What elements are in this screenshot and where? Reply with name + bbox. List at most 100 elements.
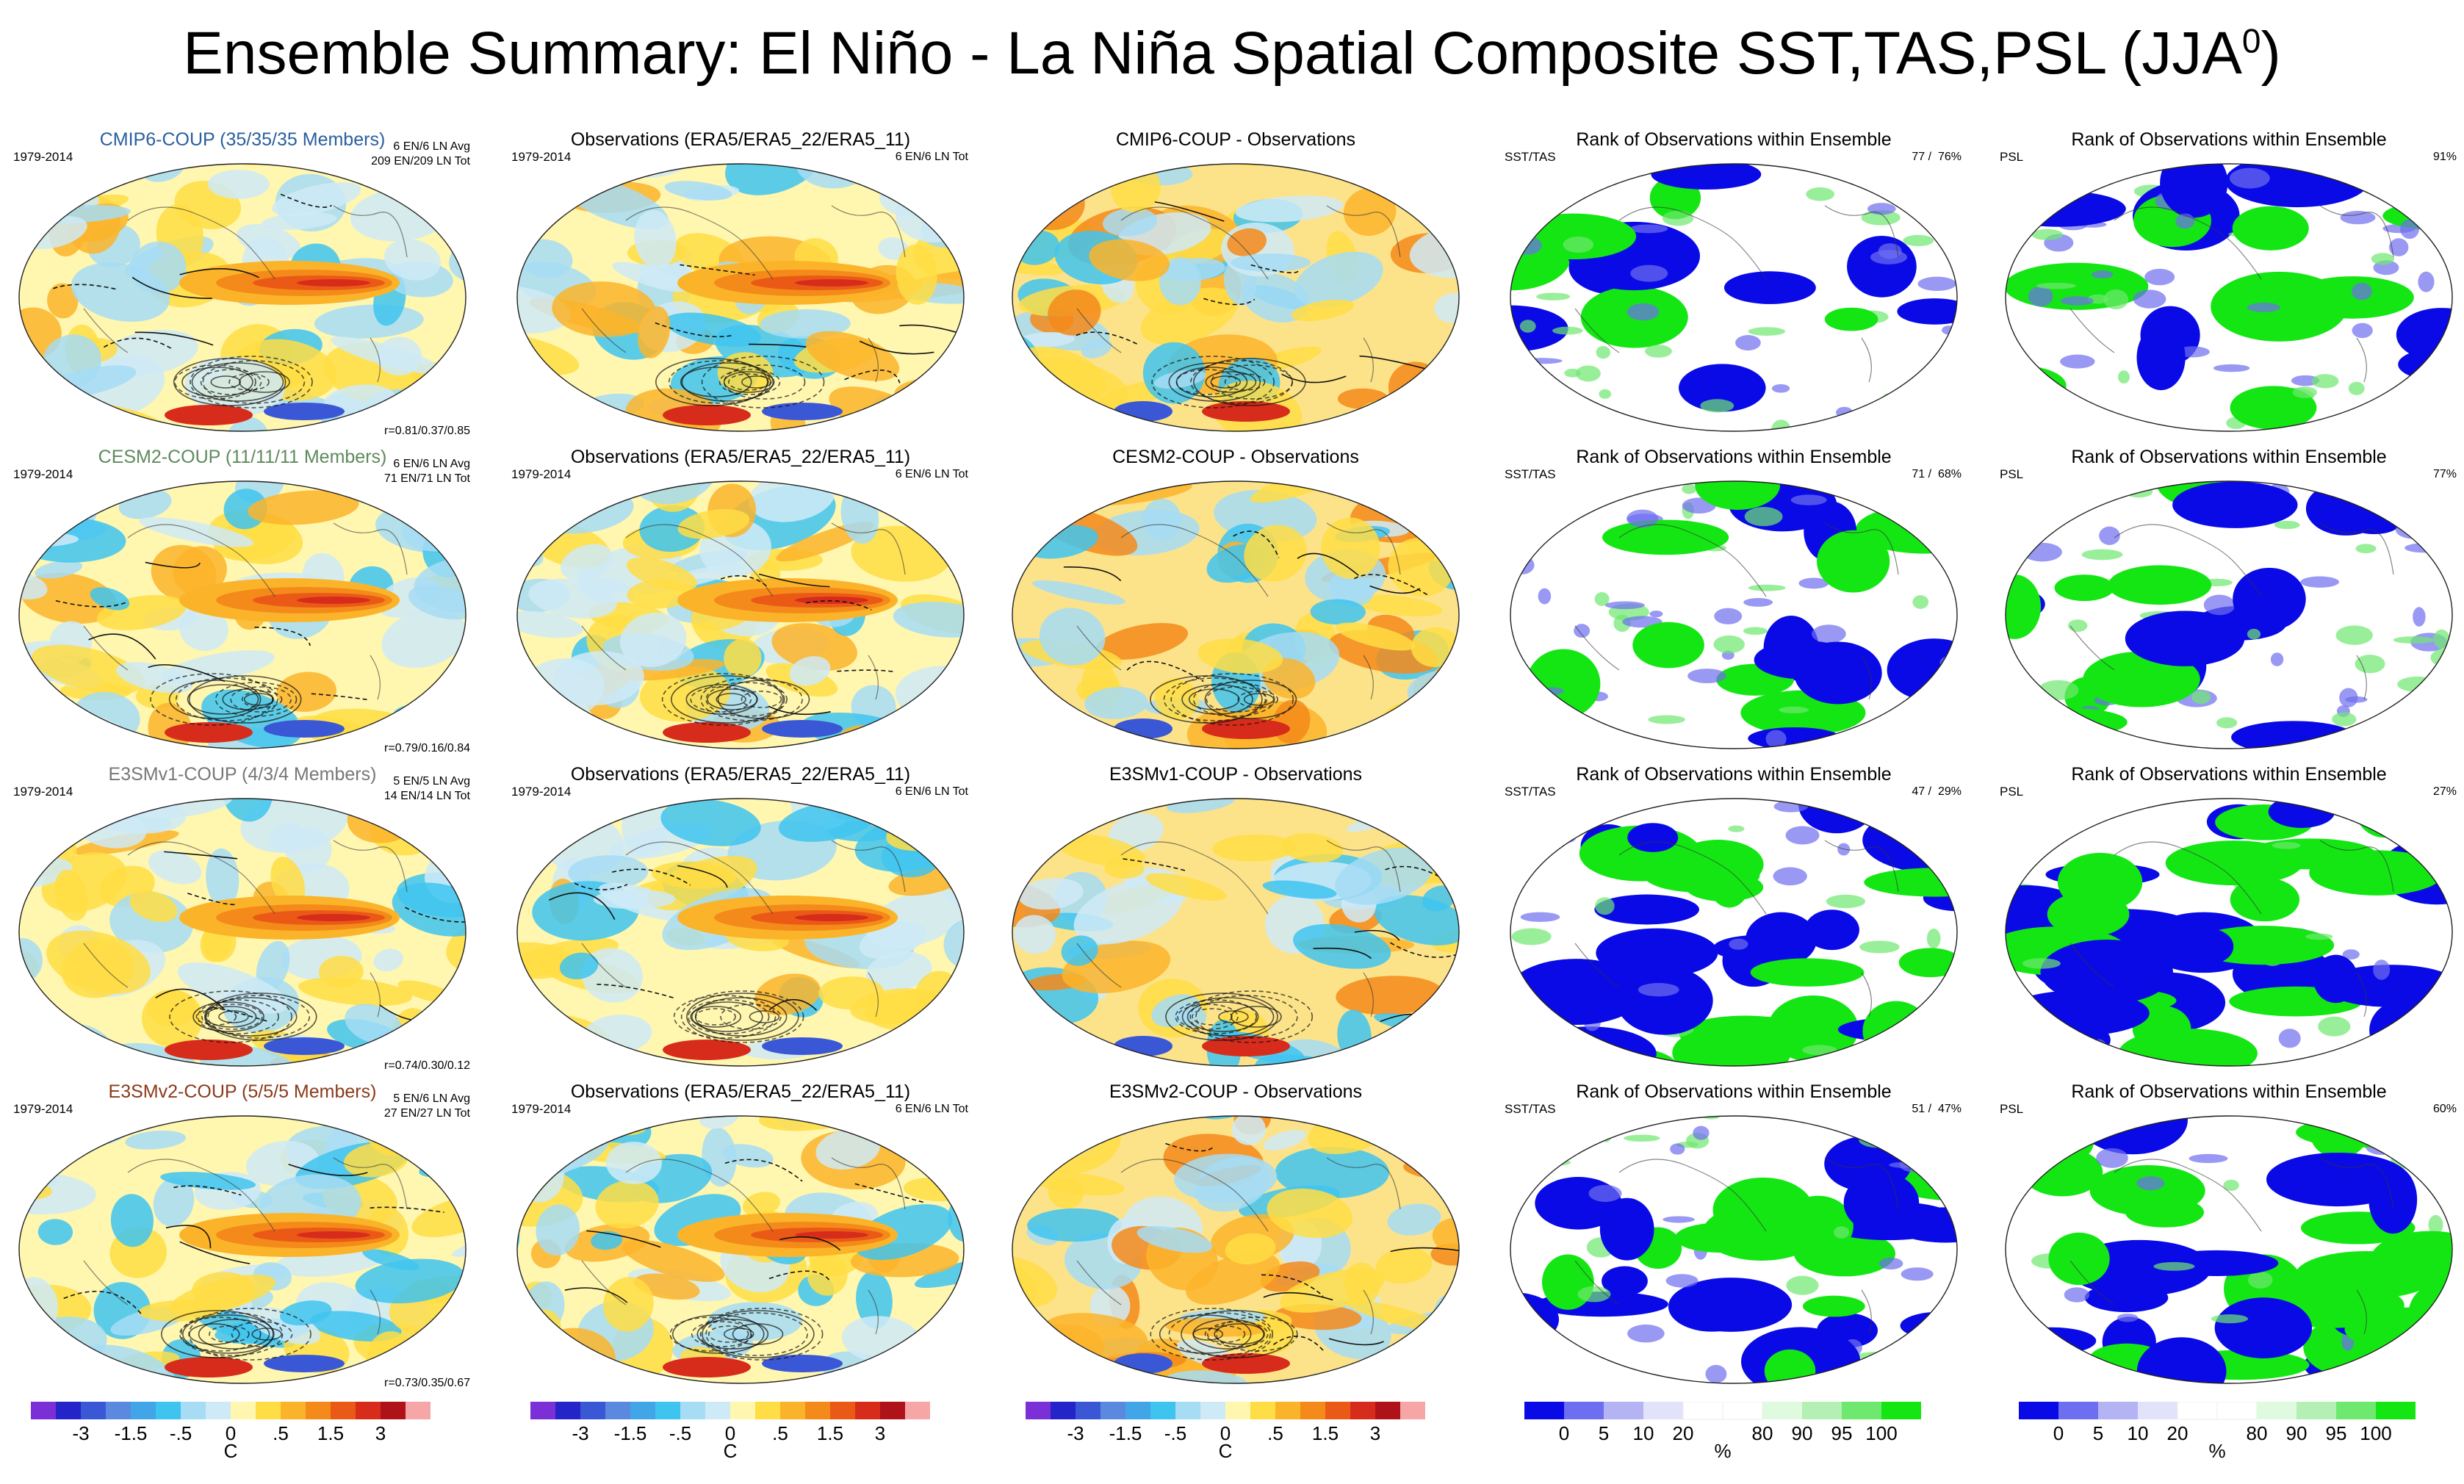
colorbar-swatch <box>705 1402 730 1419</box>
rank-percent-label: 47 / 29% <box>1912 785 1962 798</box>
world-map <box>1011 1114 1460 1389</box>
panel-obs-row-3: Observations (ERA5/ERA5_22/ERA5_11) 1979-… <box>505 764 976 1073</box>
variable-label: SST/TAS <box>1505 1102 1556 1116</box>
colorbar-swatch <box>181 1402 206 1419</box>
colorbar-tick-label: 80 <box>2247 1422 2268 1444</box>
event-count-label: 6 EN/6 LN Tot <box>895 1103 968 1115</box>
variable-label: PSL <box>2000 1102 2024 1116</box>
panel-title: Rank of Observations within Ensemble <box>1576 764 1892 785</box>
event-count-label: 6 EN/6 LN Tot <box>895 785 968 798</box>
colorbar-swatch <box>530 1402 555 1419</box>
colorbar-swatch <box>1100 1402 1125 1419</box>
world-map <box>516 162 965 437</box>
colorbar-swatch <box>131 1402 156 1419</box>
colorbar-tick-label: -1.5 <box>614 1422 647 1444</box>
colorbar-swatch <box>206 1402 231 1419</box>
panel-title: Rank of Observations within Ensemble <box>1576 129 1892 150</box>
colorbar-tick-label: 90 <box>2286 1422 2308 1444</box>
world-map <box>1509 162 1959 437</box>
world-map <box>2004 162 2454 437</box>
colorbar-unit-label: % <box>1714 1440 1731 1460</box>
panel-title: Observations (ERA5/ERA5_22/ERA5_11) <box>570 447 911 467</box>
colorbar-tick-label: -1.5 <box>115 1422 148 1444</box>
world-map <box>516 1114 965 1389</box>
colorbar-tick-label: 20 <box>1673 1422 1694 1444</box>
panel-model-row-4: E3SMv2-COUP (5/5/5 Members) 1979-2014 5 EN… <box>7 1081 478 1390</box>
panel-obs-row-4: Observations (ERA5/ERA5_22/ERA5_11) 1979-… <box>505 1081 976 1390</box>
panel-obs-row-2: Observations (ERA5/ERA5_22/ERA5_11) 1979-… <box>505 447 976 755</box>
colorbar-swatch <box>1524 1402 1564 1419</box>
panel-title: Rank of Observations within Ensemble <box>2071 129 2387 150</box>
colorbar-swatch <box>1802 1402 1842 1419</box>
colorbar-swatch <box>1722 1402 1763 1420</box>
colorbar-observations: -3 -1.5 -.5 0 .5 1.5 3 C <box>530 1402 945 1460</box>
colorbar-swatch <box>655 1402 680 1419</box>
colorbar-tick-label: 0 <box>725 1422 735 1444</box>
event-count-label: 6 EN/6 LN Tot <box>895 151 968 163</box>
colorbar-swatch <box>231 1402 256 1419</box>
colorbar-swatch <box>356 1402 381 1419</box>
world-map <box>516 796 965 1072</box>
colorbar-tick-label: .5 <box>772 1422 788 1444</box>
colorbar-tick-label: 5 <box>1599 1422 1609 1444</box>
event-count-label: 5 EN/5 LN Avg 14 EN/14 LN Tot <box>383 775 470 802</box>
world-map <box>18 796 467 1072</box>
panel-diff-row-4: E3SMv2-COUP - Observations <box>1001 1081 1471 1390</box>
colorbar-swatch <box>1564 1402 1604 1419</box>
colorbar-tick-label: 95 <box>1831 1422 1853 1444</box>
panel-rank-psl-row-2: Rank of Observations within Ensemble PSL 7… <box>1994 447 2464 755</box>
colorbar-swatch <box>2216 1402 2258 1420</box>
panel-title: Rank of Observations within Ensemble <box>2071 447 2387 467</box>
colorbar-swatch <box>830 1402 855 1419</box>
panel-title: CESM2-COUP (11/11/11 Members) <box>98 447 387 467</box>
colorbar-tick-label: 0 <box>1559 1422 1569 1444</box>
colorbar-swatch <box>680 1402 705 1419</box>
panel-rank-sst-row-4: Rank of Observations within Ensemble SST/… <box>1499 1081 1969 1390</box>
panel-diff-row-1: CMIP6-COUP - Observations <box>1001 129 1471 438</box>
panel-title: CMIP6-COUP - Observations <box>1115 129 1355 150</box>
colorbar-unit-label: C <box>224 1440 238 1460</box>
colorbar-swatch <box>31 1402 56 1419</box>
panel-title: E3SMv2-COUP (5/5/5 Members) <box>108 1081 377 1102</box>
colorbar-unit-label: C <box>724 1440 738 1460</box>
colorbar-tick-label: 10 <box>2128 1422 2149 1444</box>
panel-obs-row-1: Observations (ERA5/ERA5_22/ERA5_11) 1979-… <box>505 129 976 438</box>
rank-percent-label: 77 / 76% <box>1912 151 1962 163</box>
colorbar-swatch <box>605 1402 630 1419</box>
colorbar-swatch <box>755 1402 780 1419</box>
colorbar-swatch <box>1400 1402 1425 1419</box>
colorbar-swatch <box>2177 1402 2218 1420</box>
variable-label: SST/TAS <box>1505 150 1556 164</box>
colorbar-swatch <box>381 1402 406 1419</box>
world-map <box>1509 796 1959 1072</box>
colorbar-swatch <box>1762 1402 1802 1419</box>
period-label: 1979-2014 <box>511 1102 572 1116</box>
colorbar-swatch <box>730 1402 755 1419</box>
period-label: 1979-2014 <box>511 150 572 164</box>
period-label: 1979-2014 <box>13 150 73 164</box>
colorbar-swatch <box>1350 1402 1375 1419</box>
colorbar-tick-label: -3 <box>1067 1422 1084 1444</box>
colorbar-swatch <box>2257 1402 2297 1419</box>
colorbar-swatch <box>1125 1402 1150 1419</box>
colorbar-tick-label: 1.5 <box>817 1422 843 1444</box>
colorbar-rank-sst: 0 5 10 20 80 90 95 100% <box>1524 1402 1936 1460</box>
panel-title: E3SMv1-COUP - Observations <box>1109 764 1363 785</box>
colorbar-tick-label: .5 <box>1267 1422 1283 1444</box>
panel-title: CESM2-COUP - Observations <box>1112 447 1359 467</box>
rank-percent-label: 51 / 47% <box>1912 1103 1962 1115</box>
panel-model-row-1: CMIP6-COUP (35/35/35 Members) 1979-2014 6 … <box>7 129 478 438</box>
panel-model-row-2: CESM2-COUP (11/11/11 Members) 1979-2014 6 … <box>7 447 478 755</box>
colorbar-swatch <box>1175 1402 1200 1419</box>
colorbar-tick-label: -3 <box>72 1422 89 1444</box>
world-map <box>1509 479 1959 754</box>
colorbar-tick-label: -.5 <box>170 1422 192 1444</box>
colorbar-tick-label: 3 <box>375 1422 386 1444</box>
event-count-label: 5 EN/6 LN Avg 27 EN/27 LN Tot <box>383 1092 470 1120</box>
colorbar-tick-label: -1.5 <box>1109 1422 1142 1444</box>
colorbar-swatch <box>1375 1402 1400 1419</box>
colorbar-swatch <box>580 1402 605 1419</box>
colorbar-swatch <box>2138 1402 2177 1419</box>
colorbar-swatch <box>1051 1402 1076 1419</box>
variable-label: SST/TAS <box>1505 467 1556 481</box>
